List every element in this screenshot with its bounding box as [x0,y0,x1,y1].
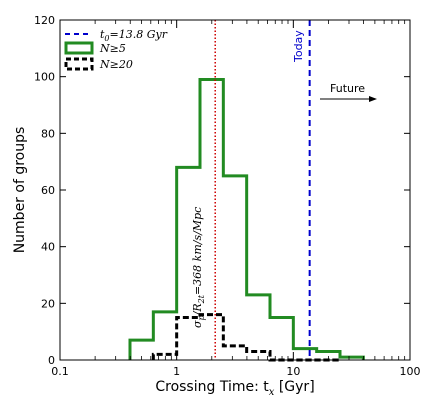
legend-swatch-n5 [64,41,94,55]
legend-label-n20: N≥20 [99,58,133,71]
plot-frame [59,19,411,361]
future-arrowhead [369,96,377,102]
histogram-series-n5 [128,78,365,360]
legend-label-today: t0=13.8 Gyr [100,28,168,43]
y-tick-label: 120 [34,14,55,27]
y-axis-label: Number of groups [12,127,28,254]
y-tick-label: 80 [41,127,55,140]
today-label: Today [292,30,305,63]
x-axis-label-unit: [Gyr] [274,379,314,395]
x-tick-label: 1 [173,365,180,378]
reference-lines [214,20,311,360]
x-axis-label: Crossing Time: tx [Gyr] [155,379,314,398]
x-tick-label: 10 [286,365,300,378]
y-tick-label: 100 [34,71,55,84]
sigma-annotation: σp/R2t=368 km/s/Mpc [191,207,206,328]
x-axis-label-subscript: x [269,387,275,398]
axis-ticks: 0 20 40 60 80 100 120 0.1 1 10 100 [34,14,421,378]
x-tick-label: 100 [400,365,421,378]
y-tick-label: 0 [48,354,55,367]
legend-label-n5: N≥5 [99,42,126,55]
future-label: Future [330,82,365,95]
y-tick-label: 60 [41,184,55,197]
histogram-series-n20 [151,313,341,362]
y-tick-label: 20 [41,297,55,310]
legend: t0=13.8 Gyr N≥5 N≥20 [64,28,168,71]
legend-swatch-n20 [64,57,94,71]
x-tick-label: 0.1 [51,365,69,378]
y-tick-label: 40 [41,241,55,254]
histogram-bars [128,78,365,362]
